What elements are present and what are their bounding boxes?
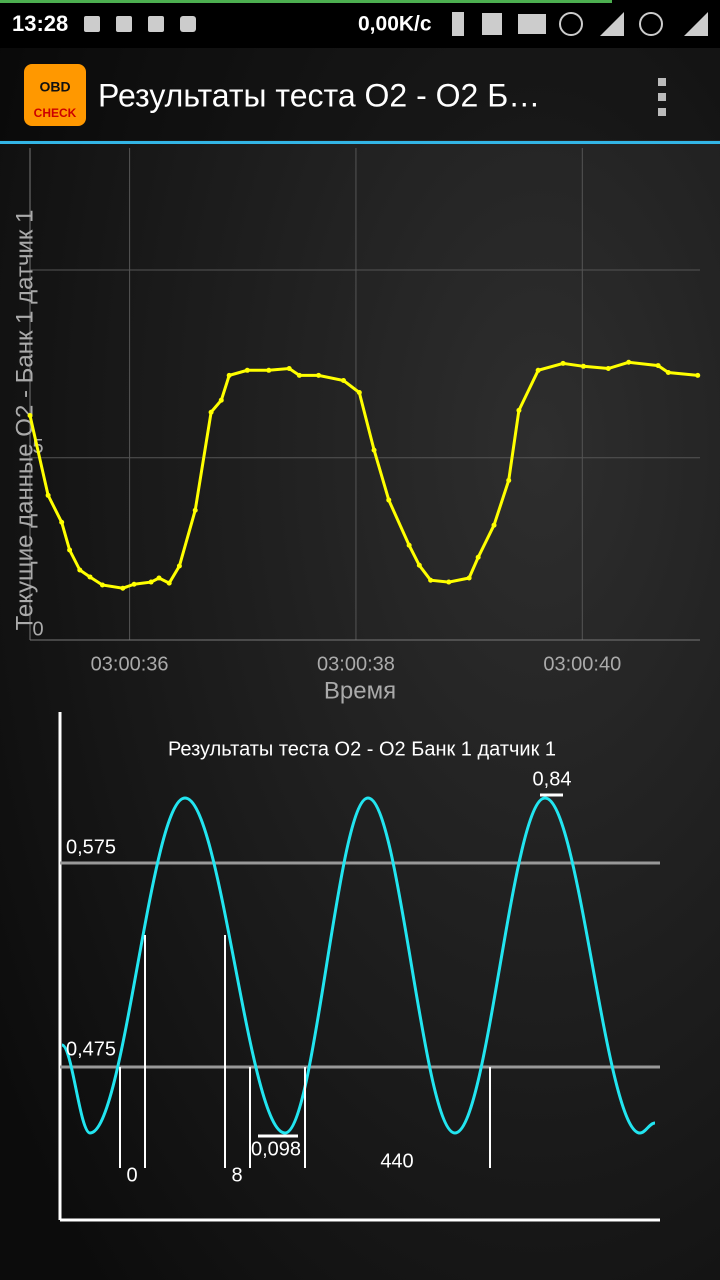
test-diagram: Результаты теста O2 - O2 Банк 1 датчик 1…	[58, 712, 660, 1222]
data-point	[77, 567, 83, 573]
app-title: Результаты теста O2 - O2 Б…	[98, 77, 540, 113]
marker-label: 8	[231, 1164, 242, 1186]
app-bar	[0, 48, 720, 140]
sine-wave	[60, 796, 656, 1135]
data-point	[156, 575, 162, 581]
data-point	[87, 574, 93, 580]
icon-text: CHECK	[34, 106, 77, 120]
marker-label: 0	[126, 1164, 137, 1186]
data-point	[491, 522, 497, 528]
menu-button[interactable]	[658, 78, 666, 116]
data-point	[605, 365, 611, 371]
line-chart: Текущие данные O2 - Банк 1 датчик 1 Врем…	[11, 148, 701, 704]
status-icons	[84, 12, 708, 36]
icon-bg	[24, 64, 86, 126]
y-axis-title: Текущие данные O2 - Банк 1 датчик 1	[11, 210, 38, 631]
data-point	[316, 372, 322, 378]
data-point	[356, 390, 362, 396]
data-point	[286, 365, 292, 371]
data-point	[59, 519, 65, 525]
data-point	[580, 363, 586, 369]
data-point	[371, 447, 377, 453]
data-point	[386, 497, 392, 503]
data-point	[475, 554, 481, 560]
data-point	[27, 413, 33, 419]
max-label: 0,84	[533, 768, 572, 790]
data-point	[166, 580, 172, 586]
data-point	[665, 369, 671, 375]
time: 13:28	[12, 11, 68, 36]
divider	[0, 141, 720, 144]
data-point	[192, 507, 198, 513]
data-point	[340, 378, 346, 384]
data-point	[655, 363, 661, 369]
data-point	[428, 577, 434, 583]
data-point	[266, 367, 272, 373]
progress	[0, 0, 612, 3]
data-point	[695, 372, 701, 378]
marker-label: 440	[380, 1150, 413, 1172]
data-point	[535, 367, 541, 373]
speed: 0,00K/c	[358, 13, 432, 36]
data-point	[626, 359, 632, 365]
data-point	[416, 562, 422, 568]
data-point	[45, 492, 51, 498]
data-point	[208, 409, 214, 415]
app-icon[interactable]: OBD CHECK	[24, 64, 86, 126]
diagram-title: Результаты теста O2 - O2 Банк 1 датчик 1	[168, 738, 556, 760]
data-point	[244, 367, 250, 373]
data-point	[176, 563, 182, 569]
data-point	[296, 372, 302, 378]
data-point	[446, 579, 452, 585]
data-point	[560, 360, 566, 366]
data-point	[466, 575, 472, 581]
data-point	[67, 547, 73, 553]
data-point	[131, 581, 137, 587]
x-tick-label: 03:00:36	[91, 653, 169, 675]
data-point	[516, 407, 522, 413]
icon-text: OBD	[39, 79, 70, 95]
data-point	[148, 579, 154, 585]
min-label: 0,098	[251, 1138, 301, 1160]
markers	[119, 793, 563, 1168]
threshold-label: 0,475	[66, 1038, 116, 1060]
data-point	[226, 372, 232, 378]
x-axis-title: Время	[324, 677, 396, 704]
data-point	[120, 585, 126, 591]
data-point	[406, 542, 412, 548]
data-point	[99, 582, 105, 588]
threshold-label: 0,575	[66, 836, 116, 858]
x-tick-label: 03:00:38	[317, 653, 395, 675]
x-tick-label: 03:00:40	[543, 653, 621, 675]
data-point	[506, 477, 512, 483]
y-tick-label: 0	[32, 618, 43, 640]
data-point	[218, 397, 224, 403]
